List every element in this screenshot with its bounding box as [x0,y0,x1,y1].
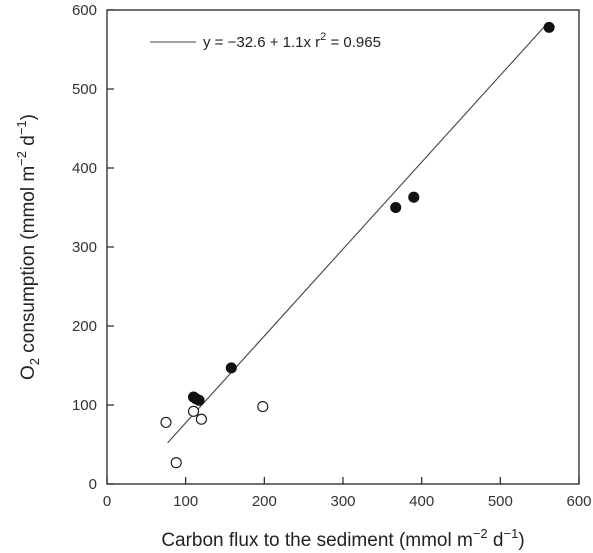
x-tick-label: 200 [252,493,277,510]
open-point [257,401,269,413]
filled-point [193,394,205,406]
filled-point [225,362,237,374]
x-tick-label: 300 [330,493,355,510]
plot-frame [106,9,580,485]
x-tick-label: 600 [566,493,591,510]
y-tick-label: 200 [72,318,97,335]
regression-line [167,24,547,444]
data-points [160,21,555,469]
y-axis-ticks: 0 100 200 300 400 500 600 [72,2,114,493]
y-tick-label: 100 [72,397,97,414]
y-tick-label: 600 [72,2,97,19]
y-axis-label: O2 consumption (mmol m−2 d−1) [14,114,42,380]
filled-point [543,21,555,33]
open-point [160,416,172,428]
open-point [195,413,207,425]
legend: y = −32.6 + 1.1x r2 = 0.965 [150,31,381,51]
x-tick-label: 0 [103,493,111,510]
filled-point [390,201,402,214]
x-axis-label: Carbon flux to the sediment (mmol m−2 d−… [161,526,524,551]
y-tick-label: 400 [72,160,97,177]
x-tick-label: 100 [173,493,198,510]
open-point [187,405,200,417]
x-tick-label: 500 [488,493,513,510]
y-tick-label: 500 [72,81,97,98]
y-tick-label: 300 [72,239,97,256]
y-tick-label: 0 [89,476,97,493]
open-point [170,457,182,469]
x-axis-ticks: 0 100 200 300 400 500 600 [103,477,592,510]
filled-point [408,191,420,203]
legend-label: y = −32.6 + 1.1x r2 = 0.965 [203,31,381,51]
x-tick-label: 400 [409,493,434,510]
